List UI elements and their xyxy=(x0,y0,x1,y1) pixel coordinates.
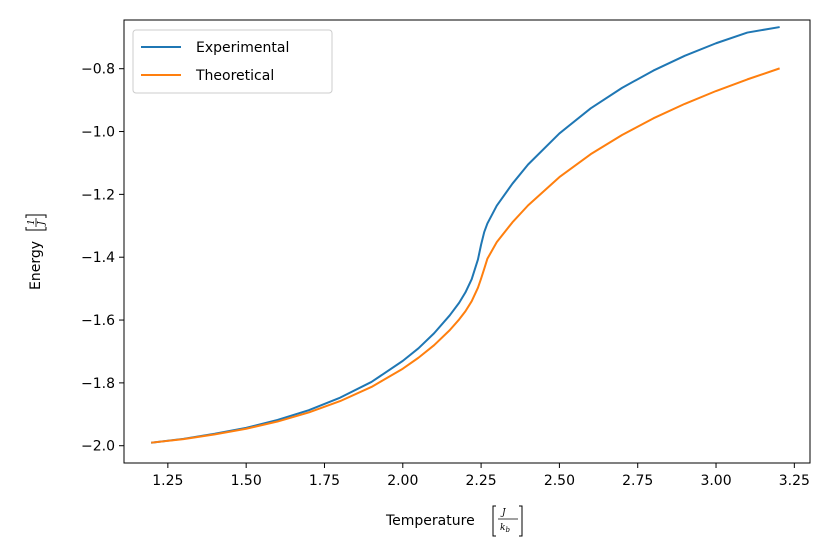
y-unit-left-bracket xyxy=(25,227,47,231)
x-unit-denominator: kb xyxy=(500,523,510,534)
y-tick-label: −1.0 xyxy=(81,125,115,141)
y-axis-label: Energy xyxy=(28,241,44,290)
y-axis-title: Energy 1 J xyxy=(25,214,47,290)
y-tick-label: −1.6 xyxy=(81,313,115,329)
y-unit-numerator: 1 xyxy=(27,219,37,225)
legend: Experimental Theoretical xyxy=(132,29,333,94)
legend-label-experimental: Experimental xyxy=(196,40,289,56)
x-tick-label: 3.25 xyxy=(779,473,810,489)
x-tick-label: 2.25 xyxy=(466,473,497,489)
x-unit-denominator-sub: b xyxy=(505,526,510,534)
x-tick-label: 1.25 xyxy=(152,473,183,489)
x-axis-title: Temperature J kb xyxy=(385,505,523,537)
y-unit-denominator: J xyxy=(37,220,47,227)
x-unit-numerator: J xyxy=(500,508,507,518)
y-unit-right-bracket xyxy=(25,214,47,218)
x-unit-left-bracket xyxy=(492,505,496,537)
y-tick-label: −0.8 xyxy=(81,62,115,78)
x-unit-denominator-base: k xyxy=(500,523,505,533)
x-tick-label: 2.00 xyxy=(387,473,418,489)
x-tick-label: 2.50 xyxy=(544,473,575,489)
series-line-theoretical xyxy=(151,67,780,444)
x-axis-ticks: 1.25 1.50 1.75 2.00 2.25 2.50 2.75 3.00 3.25 xyxy=(152,463,810,489)
x-unit-right-bracket xyxy=(519,505,523,537)
y-tick-label: −2.0 xyxy=(81,439,115,455)
x-tick-label: 1.75 xyxy=(309,473,340,489)
x-tick-label: 1.50 xyxy=(231,473,262,489)
y-tick-label: −1.2 xyxy=(81,187,115,203)
x-tick-label: 2.75 xyxy=(622,473,653,489)
y-tick-label: −1.8 xyxy=(81,376,115,392)
plot-frame xyxy=(123,19,811,464)
y-axis-ticks: −2.0 −1.8 −1.6 −1.4 −1.2 −1.0 −0.8 xyxy=(81,62,124,455)
series-layer xyxy=(151,26,780,444)
legend-box xyxy=(132,29,333,94)
legend-label-theoretical: Theoretical xyxy=(195,68,274,84)
x-axis-label: Temperature xyxy=(385,513,475,529)
x-tick-label: 3.00 xyxy=(700,473,731,489)
y-tick-label: −1.4 xyxy=(81,250,115,266)
series-line-experimental xyxy=(151,26,780,444)
